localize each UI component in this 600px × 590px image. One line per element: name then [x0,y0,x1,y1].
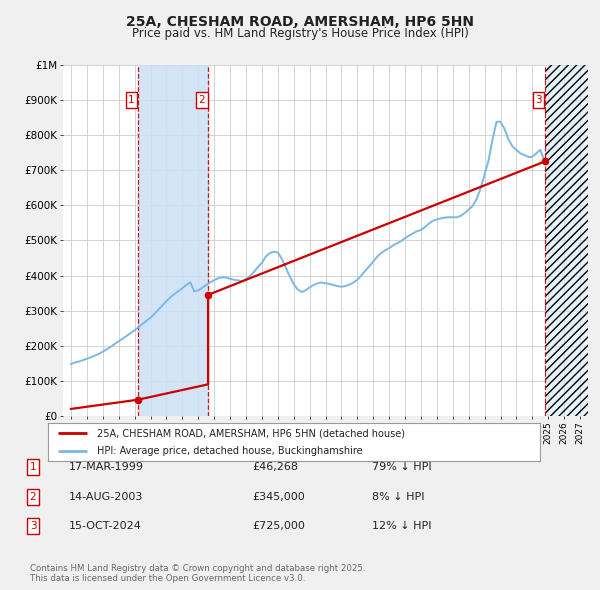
Text: 15-OCT-2024: 15-OCT-2024 [69,522,142,531]
Text: HPI: Average price, detached house, Buckinghamshire: HPI: Average price, detached house, Buck… [97,446,363,456]
Text: 3: 3 [535,95,542,105]
Text: £725,000: £725,000 [252,522,305,531]
Text: 8% ↓ HPI: 8% ↓ HPI [372,492,425,502]
Text: 1: 1 [128,95,135,105]
Text: £46,268: £46,268 [252,463,298,472]
Text: 2: 2 [199,95,205,105]
Bar [545,65,588,416]
Text: 3: 3 [29,522,37,531]
Text: £345,000: £345,000 [252,492,305,502]
Text: 79% ↓ HPI: 79% ↓ HPI [372,463,431,472]
Bar [138,65,208,416]
Text: 25A, CHESHAM ROAD, AMERSHAM, HP6 5HN: 25A, CHESHAM ROAD, AMERSHAM, HP6 5HN [126,15,474,30]
Text: 17-MAR-1999: 17-MAR-1999 [69,463,144,472]
Text: Price paid vs. HM Land Registry's House Price Index (HPI): Price paid vs. HM Land Registry's House … [131,27,469,40]
Text: Contains HM Land Registry data © Crown copyright and database right 2025.
This d: Contains HM Land Registry data © Crown c… [30,563,365,583]
Text: 12% ↓ HPI: 12% ↓ HPI [372,522,431,531]
Text: 1: 1 [29,463,37,472]
Text: 2: 2 [29,492,37,502]
Text: 25A, CHESHAM ROAD, AMERSHAM, HP6 5HN (detached house): 25A, CHESHAM ROAD, AMERSHAM, HP6 5HN (de… [97,428,405,438]
Text: 14-AUG-2003: 14-AUG-2003 [69,492,143,502]
Bar [545,65,588,416]
